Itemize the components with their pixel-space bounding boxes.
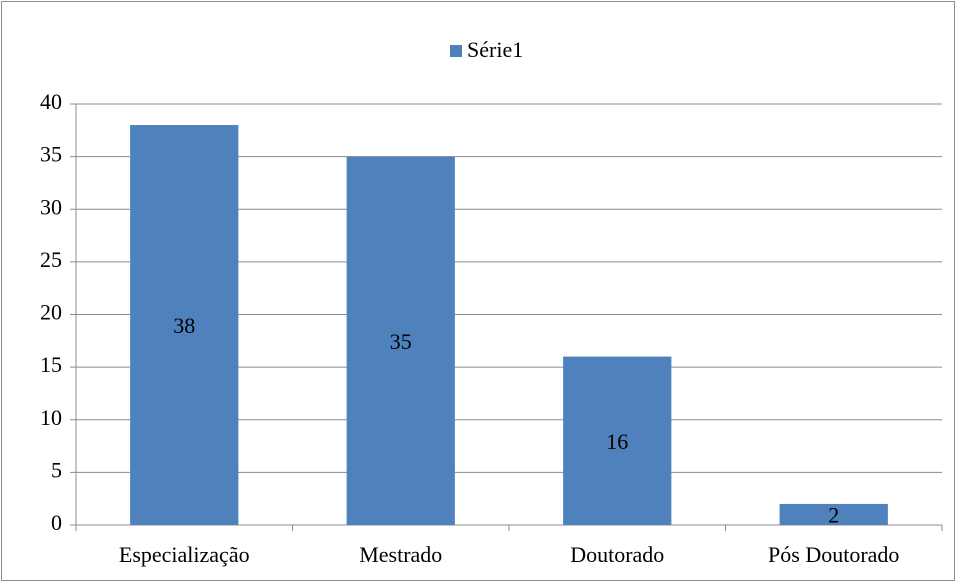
y-tick-label: 10 (40, 405, 62, 430)
bar (563, 356, 672, 525)
y-tick-label: 30 (40, 194, 62, 219)
x-tick-label: Doutorado (570, 542, 664, 567)
legend-label: Série1 (467, 37, 523, 62)
y-tick-label: 40 (40, 89, 62, 114)
x-tick-label: Mestrado (359, 542, 442, 567)
y-tick-label: 25 (40, 247, 62, 272)
data-label: 16 (606, 429, 628, 454)
y-tick-label: 20 (40, 300, 62, 325)
legend-swatch (450, 45, 462, 57)
data-label: 35 (390, 329, 412, 354)
bar (130, 125, 239, 526)
data-label: 2 (828, 503, 839, 528)
data-label: 38 (173, 313, 195, 338)
y-tick-label: 0 (51, 510, 62, 535)
y-tick-label: 5 (51, 457, 62, 482)
bar (346, 156, 455, 525)
y-tick-label: 15 (40, 352, 62, 377)
x-tick-label: Especialização (119, 542, 250, 567)
y-tick-label: 35 (40, 142, 62, 167)
x-tick-label: Pós Doutorado (768, 542, 899, 567)
bar (779, 503, 888, 525)
